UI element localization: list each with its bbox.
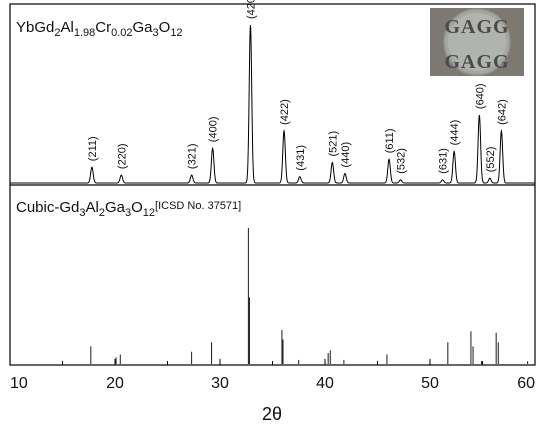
title-part: [ICSD No. 37571] <box>155 200 241 212</box>
panel-title-sample: YbGd2Al1.98Cr0.02Ga3O12 <box>16 19 183 39</box>
x-axis: 10 20 30 40 50 60 <box>9 359 536 392</box>
title-part: 0.02 <box>111 27 132 39</box>
x-tick-label: 40 <box>316 375 334 392</box>
hkl-label: (640) <box>474 83 486 109</box>
series-line-sample <box>10 24 535 184</box>
inset-label-top: GAGG <box>444 16 509 38</box>
hkl-label: (611) <box>384 128 396 153</box>
title-part: 12 <box>170 27 182 39</box>
hkl-label: (220) <box>116 143 128 169</box>
hkl-label: (420) <box>245 0 257 19</box>
x-tick-label: 30 <box>211 375 229 392</box>
title-part: Al <box>85 199 98 216</box>
hkl-label: (211) <box>87 136 99 161</box>
x-tick-label: 60 <box>517 375 535 392</box>
title-part: Al <box>60 19 73 36</box>
title-part: 3 <box>79 207 85 219</box>
title-part: O <box>159 19 171 36</box>
hkl-label: (521) <box>327 131 339 157</box>
hkl-label: (431) <box>295 145 307 171</box>
hkl-label: (321) <box>187 143 199 169</box>
hkl-label: (552) <box>485 147 497 173</box>
title-part: 2 <box>54 27 60 39</box>
hkl-label: (440) <box>340 142 352 168</box>
title-part: 3 <box>125 207 131 219</box>
x-tick-label: 20 <box>106 375 124 392</box>
hkl-label: (444) <box>449 120 461 146</box>
hkl-label: (532) <box>396 148 408 174</box>
title-part: 2 <box>99 207 105 219</box>
title-part: Cr <box>95 19 111 36</box>
x-axis-label: 2θ <box>262 404 282 424</box>
panel-title-reference: Cubic-Gd3Al2Ga3O12[ICSD No. 37571] <box>16 199 241 219</box>
title-part: 3 <box>153 27 159 39</box>
title-part: Ga <box>133 19 154 36</box>
title-part: O <box>131 199 143 216</box>
title-part: Ga <box>105 199 126 216</box>
title-part: 12 <box>143 207 155 219</box>
inset-label-bottom: GAGG <box>444 51 509 73</box>
reference-sticks <box>90 228 529 364</box>
hkl-label: (422) <box>279 99 291 125</box>
title-part: YbGd <box>16 19 54 36</box>
hkl-labels: (211) (220) (321) (400) (420) (422) (431) (521)… <box>87 0 508 174</box>
title-part: Cubic-Gd <box>16 199 79 216</box>
title-part: 1.98 <box>74 27 95 39</box>
hkl-label: (400) <box>208 117 220 143</box>
x-tick-label: 10 <box>10 375 28 392</box>
x-tick-label: 50 <box>421 375 439 392</box>
photo-inset: GAGG GAGG <box>430 8 524 76</box>
hkl-label: (631) <box>438 148 450 174</box>
hkl-label: (642) <box>496 99 508 125</box>
